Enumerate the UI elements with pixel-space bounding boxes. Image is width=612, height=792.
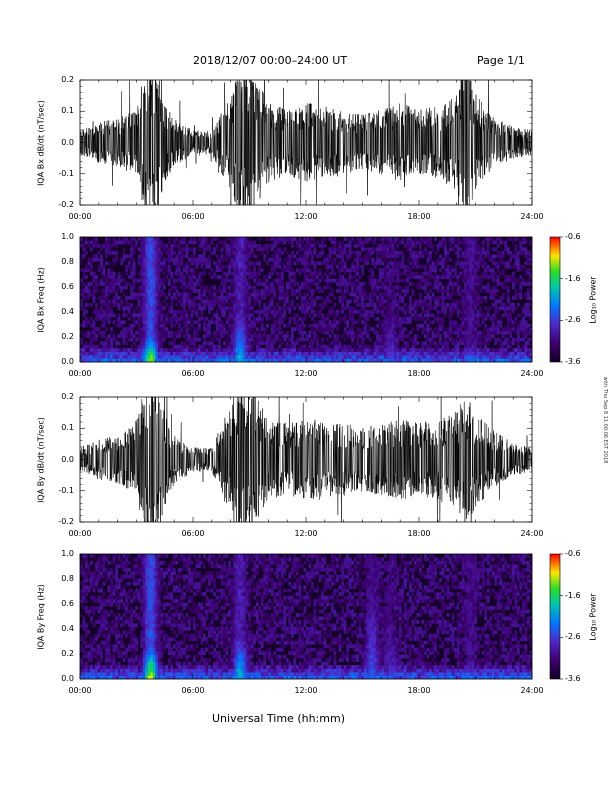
y-tick-label: -0.2 <box>58 200 74 209</box>
panel-4 <box>79 553 563 680</box>
x-tick-label: 18:00 <box>407 212 431 221</box>
y-tick-label: 0.0 <box>61 674 74 683</box>
y-axis-label: IQA By Freq (Hz) <box>36 583 46 650</box>
y-axis-label: IQA Bx Freq (Hz) <box>36 266 46 333</box>
colorbar-tick-label: -2.6 <box>565 315 581 325</box>
y-tick-label: 1.0 <box>61 549 74 558</box>
y-tick-label: -0.1 <box>58 168 74 178</box>
y-tick-label: -0.1 <box>58 485 74 495</box>
panel-3 <box>79 396 533 523</box>
colorbar-tick-label: -0.6 <box>565 232 581 241</box>
x-tick-label: 00:00 <box>68 529 92 538</box>
y-tick-label: 0.6 <box>61 599 74 608</box>
spectrogram-cells <box>80 237 533 363</box>
x-tick-label: 00:00 <box>68 212 92 221</box>
x-tick-label: 18:00 <box>407 686 431 695</box>
colorbar-tick-label: -1.6 <box>565 590 581 600</box>
y-axis-label: IQA Bx dB/dt (nT/sec) <box>36 99 46 186</box>
x-tick-label: 12:00 <box>294 369 318 378</box>
colorbar-tick-label: -0.6 <box>565 549 581 558</box>
panel-1 <box>79 79 533 206</box>
y-tick-label: 0.8 <box>61 574 74 583</box>
spectrogram-cells <box>80 554 533 680</box>
y-tick-label: 0.0 <box>61 454 74 464</box>
plot-date-title: 2018/12/07 00:00–24:00 UT <box>193 54 348 67</box>
x-tick-label: 24:00 <box>520 369 544 378</box>
x-tick-label: 12:00 <box>294 686 318 695</box>
panel-2 <box>79 236 563 363</box>
y-tick-label: 0.1 <box>61 106 74 116</box>
y-tick-label: 0.2 <box>61 75 74 84</box>
x-tick-label: 00:00 <box>68 369 92 378</box>
x-tick-label: 06:00 <box>181 529 205 538</box>
colorbar-label: Log₁₀ Power <box>588 592 598 641</box>
x-tick-label: 24:00 <box>520 529 544 538</box>
x-tick-label: 06:00 <box>181 686 205 695</box>
colorbar-tick-label: -3.6 <box>565 357 581 366</box>
series-line <box>80 80 532 205</box>
y-tick-label: 1.0 <box>61 232 74 241</box>
series-line <box>80 397 532 522</box>
y-tick-label: 0.0 <box>61 357 74 366</box>
x-tick-label: 12:00 <box>294 529 318 538</box>
x-tick-label: 12:00 <box>294 212 318 221</box>
colorbar-label: Log₁₀ Power <box>588 275 598 324</box>
y-tick-label: 0.4 <box>61 307 74 316</box>
x-tick-label: 18:00 <box>407 529 431 538</box>
colorbar <box>549 553 561 680</box>
colorbar <box>549 236 561 363</box>
colorbar-tick-label: -2.6 <box>565 632 581 642</box>
x-tick-label: 06:00 <box>181 369 205 378</box>
page-number: Page 1/1 <box>477 54 525 67</box>
x-axis-label: Universal Time (hh:mm) <box>212 712 345 725</box>
y-tick-label: 0.1 <box>61 423 74 433</box>
y-axis-label: IQA By dB/dt (nT/sec) <box>36 416 46 503</box>
y-tick-label: 0.8 <box>61 257 74 266</box>
colorbar-tick-label: -1.6 <box>565 273 581 283</box>
x-tick-label: 24:00 <box>520 686 544 695</box>
y-tick-label: 0.2 <box>61 392 74 401</box>
y-tick-label: -0.2 <box>58 517 74 526</box>
x-tick-label: 18:00 <box>407 369 431 378</box>
y-tick-label: 0.0 <box>61 137 74 147</box>
colorbar-tick-label: -3.6 <box>565 674 581 683</box>
x-tick-label: 00:00 <box>68 686 92 695</box>
x-tick-label: 06:00 <box>181 212 205 221</box>
y-tick-label: 0.4 <box>61 624 74 633</box>
y-tick-label: 0.6 <box>61 282 74 291</box>
side-timestamp: with Thu Sep 8 11:00:06 EST 2018 <box>602 376 608 464</box>
x-tick-label: 24:00 <box>520 212 544 221</box>
y-tick-label: 0.2 <box>61 332 74 341</box>
y-tick-label: 0.2 <box>61 649 74 658</box>
